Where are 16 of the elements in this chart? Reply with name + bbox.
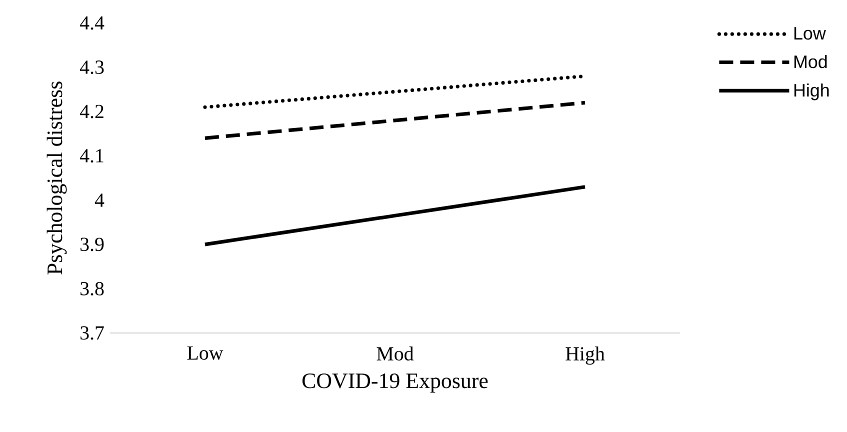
- y-tick-label: 4.1: [80, 149, 104, 163]
- y-tick-label: 4.2: [80, 104, 104, 118]
- y-tick-label: 4.4: [80, 16, 104, 30]
- y-tick-label: 3.8: [80, 282, 104, 296]
- legend-label: Mod: [794, 55, 827, 68]
- y-tick-label: 4.3: [80, 60, 104, 74]
- y-tick-label: 3.9: [80, 238, 104, 252]
- legend-label: High: [794, 83, 829, 100]
- legend-label: Low: [794, 27, 826, 40]
- x-tick-label: High: [566, 346, 605, 365]
- y-axis-title: Psychological distress: [46, 82, 67, 274]
- x-tick-label: Low: [187, 346, 224, 360]
- x-tick-label: Mod: [376, 346, 414, 361]
- y-tick-label: 4: [94, 194, 104, 207]
- y-tick-label: 3.7: [80, 326, 104, 340]
- x-axis-title: COVID-19 Exposure: [302, 373, 488, 393]
